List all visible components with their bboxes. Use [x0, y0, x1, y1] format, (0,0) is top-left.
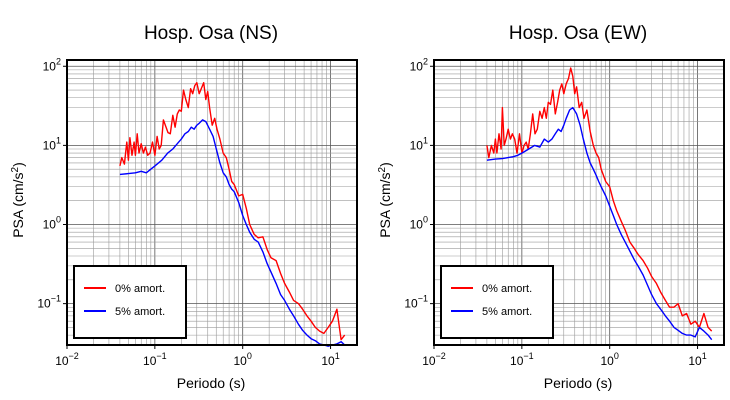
legend: 0% amort. 5% amort. [73, 265, 187, 339]
y-tick-label: 101 [410, 135, 428, 152]
x-tick-label: 10−1 [143, 351, 167, 368]
y-tick-label: 10−1 [37, 294, 61, 311]
y-tick-label: 102 [43, 56, 61, 73]
series-line-0pct [486, 67, 713, 332]
legend: 0% amort. 5% amort. [440, 265, 554, 339]
plot-frame [66, 59, 358, 346]
y-tick-labels: 10−1 100 101 102 [404, 56, 434, 311]
x-tick-label: 10−1 [510, 351, 534, 368]
legend-box [73, 265, 187, 339]
x-tick-label: 100 [234, 351, 252, 368]
series-line-5pct [486, 106, 713, 341]
y-tick-label: 100 [410, 215, 428, 232]
x-tick-label: 101 [321, 351, 339, 368]
legend-box [440, 265, 554, 339]
y-tick-label: 102 [410, 56, 428, 73]
legend-label-0pct: 0% amort. [115, 283, 165, 295]
x-tick-label: 10−2 [55, 351, 79, 368]
x-tick-label: 101 [688, 351, 706, 368]
y-tick-label: 100 [43, 215, 61, 232]
series-layer [486, 67, 713, 341]
x-tick-labels: 10−2 10−1 100 101 [422, 345, 707, 368]
series-line-5pct [119, 119, 346, 347]
x-tick-labels: 10−2 10−1 100 101 [55, 345, 340, 368]
x-axis-label: Periodo (s) [544, 375, 612, 391]
chart-panel-ew: Hosp. Osa (EW) 10−2 10−1 100 101 10−1 100 101… [377, 23, 725, 391]
y-tick-label: 101 [43, 135, 61, 152]
legend-label-5pct: 5% amort. [482, 306, 532, 318]
y-axis-label: PSA (cm/s2) [10, 162, 27, 238]
y-axis-label: PSA (cm/s2) [377, 162, 394, 238]
chart-title: Hosp. Osa (NS) [144, 23, 278, 44]
legend-label-0pct: 0% amort. [482, 283, 532, 295]
grid [433, 60, 725, 346]
x-tick-label: 10−2 [422, 351, 446, 368]
x-axis-label: Periodo (s) [177, 375, 245, 391]
chart-panel-ns: Hosp. Osa (NS) 10−2 10−1 100 101 10−1 100 101… [10, 23, 358, 391]
x-tick-label: 100 [601, 351, 619, 368]
y-tick-labels: 10−1 100 101 102 [37, 56, 67, 311]
plot-frame [433, 59, 725, 346]
series-layer [119, 81, 346, 347]
chart-title: Hosp. Osa (EW) [509, 23, 647, 44]
series-line-0pct [119, 81, 346, 341]
y-tick-label: 10−1 [404, 294, 428, 311]
legend-label-5pct: 5% amort. [115, 306, 165, 318]
grid [66, 60, 358, 346]
